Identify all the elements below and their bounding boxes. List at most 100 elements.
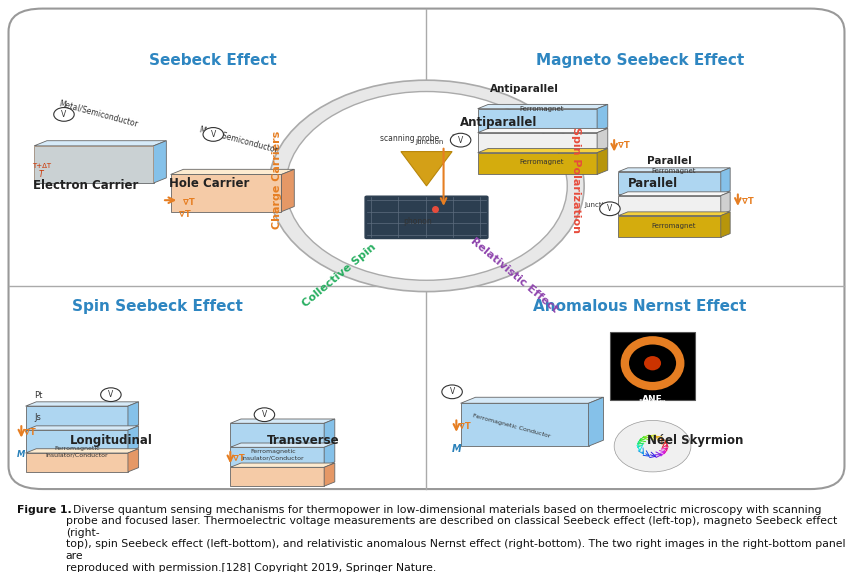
Polygon shape	[618, 168, 729, 172]
Text: V: V	[210, 130, 216, 139]
Polygon shape	[170, 174, 281, 212]
Polygon shape	[477, 133, 596, 152]
Text: ∇T: ∇T	[233, 454, 245, 463]
Text: M: M	[17, 450, 26, 459]
Polygon shape	[720, 168, 729, 194]
Circle shape	[101, 388, 121, 402]
Text: V: V	[458, 136, 463, 145]
Polygon shape	[281, 169, 294, 212]
Polygon shape	[618, 192, 729, 196]
Text: V: V	[262, 410, 267, 419]
Circle shape	[441, 385, 462, 399]
Polygon shape	[720, 212, 729, 237]
Polygon shape	[618, 172, 720, 194]
Polygon shape	[153, 141, 166, 183]
Polygon shape	[618, 212, 729, 216]
Text: Anomalous Nernst Effect: Anomalous Nernst Effect	[532, 299, 746, 313]
Text: Antiparallel: Antiparallel	[460, 117, 537, 129]
Text: Metal/Semiconductor: Metal/Semiconductor	[198, 125, 279, 154]
Text: Electron Carrier: Electron Carrier	[32, 180, 138, 192]
Polygon shape	[618, 216, 720, 237]
Circle shape	[54, 108, 74, 121]
Polygon shape	[26, 453, 128, 472]
Text: Longitudinal: Longitudinal	[69, 434, 153, 447]
Polygon shape	[128, 426, 138, 452]
Polygon shape	[324, 463, 334, 486]
Text: Diverse quantum sensing mechanisms for thermopower in low-dimensional materials : Diverse quantum sensing mechanisms for t…	[66, 505, 844, 572]
Text: Figure 1.: Figure 1.	[17, 505, 72, 514]
Polygon shape	[230, 467, 324, 486]
Text: Ferromagnet: Ferromagnet	[519, 106, 563, 112]
Polygon shape	[230, 463, 334, 467]
Polygon shape	[460, 403, 588, 446]
Polygon shape	[26, 402, 138, 406]
Circle shape	[254, 408, 274, 422]
Text: ∇T: ∇T	[741, 197, 753, 206]
Polygon shape	[596, 104, 607, 132]
Text: ∇T: ∇T	[24, 428, 36, 437]
Text: V: V	[449, 387, 454, 396]
FancyBboxPatch shape	[365, 196, 487, 239]
Text: Ferromagnet: Ferromagnet	[651, 223, 695, 229]
Circle shape	[613, 420, 690, 472]
Text: scanning probe: scanning probe	[379, 134, 439, 143]
Ellipse shape	[643, 356, 660, 371]
Polygon shape	[230, 419, 334, 423]
Polygon shape	[128, 448, 138, 472]
Text: Seebeck Effect: Seebeck Effect	[149, 53, 277, 67]
Text: M: M	[451, 444, 461, 454]
Text: Js: Js	[34, 413, 41, 422]
Polygon shape	[26, 448, 138, 453]
FancyBboxPatch shape	[609, 332, 694, 400]
Text: T+ΔT: T+ΔT	[32, 163, 51, 169]
Circle shape	[203, 128, 223, 141]
Text: Parallel: Parallel	[627, 177, 676, 189]
Polygon shape	[230, 423, 324, 446]
Polygon shape	[477, 104, 607, 109]
Text: V: V	[607, 204, 612, 213]
Text: V: V	[108, 390, 113, 399]
Text: Ferromagnet: Ferromagnet	[519, 159, 563, 165]
Text: ∇T: ∇T	[183, 198, 195, 207]
Polygon shape	[128, 402, 138, 429]
Text: Spin Polarization: Spin Polarization	[570, 127, 580, 233]
Polygon shape	[34, 146, 153, 183]
Text: Junction: Junction	[584, 202, 612, 208]
Text: Ferromagnetic
Insulator/Conductor: Ferromagnetic Insulator/Conductor	[45, 447, 108, 457]
Text: ANE: ANE	[642, 395, 662, 404]
Text: 500 nm: 500 nm	[638, 399, 665, 405]
Text: Transverse: Transverse	[266, 434, 339, 447]
Text: phonon: phonon	[403, 217, 432, 227]
Polygon shape	[477, 149, 607, 153]
Circle shape	[450, 133, 470, 147]
Text: Néel Skyrmion: Néel Skyrmion	[647, 434, 742, 447]
Polygon shape	[477, 109, 596, 132]
Text: Magneto Seebeck Effect: Magneto Seebeck Effect	[535, 53, 743, 67]
Text: Junction: Junction	[415, 139, 443, 145]
Text: ∇T: ∇T	[179, 210, 191, 219]
Polygon shape	[400, 152, 452, 186]
Polygon shape	[34, 146, 153, 183]
Text: Ferromagnetic
Insulator/Conductor: Ferromagnetic Insulator/Conductor	[241, 450, 304, 460]
Text: laser: laser	[451, 134, 469, 143]
FancyBboxPatch shape	[9, 9, 843, 489]
Ellipse shape	[285, 92, 567, 280]
Polygon shape	[230, 447, 324, 466]
Polygon shape	[170, 169, 294, 174]
Text: Collective Spin: Collective Spin	[300, 242, 377, 309]
Polygon shape	[588, 397, 603, 446]
Polygon shape	[34, 141, 166, 146]
Text: Pt: Pt	[34, 391, 43, 400]
Polygon shape	[618, 196, 720, 214]
Polygon shape	[230, 443, 334, 447]
Text: Charge Carriers: Charge Carriers	[272, 131, 282, 229]
Circle shape	[599, 202, 619, 216]
Ellipse shape	[268, 80, 584, 292]
Polygon shape	[324, 419, 334, 446]
Text: T: T	[38, 170, 43, 179]
Polygon shape	[460, 397, 603, 403]
Text: Parallel: Parallel	[647, 156, 691, 166]
Text: Relativistic Effect: Relativistic Effect	[468, 236, 559, 315]
Text: V: V	[61, 110, 66, 119]
Polygon shape	[477, 153, 596, 174]
